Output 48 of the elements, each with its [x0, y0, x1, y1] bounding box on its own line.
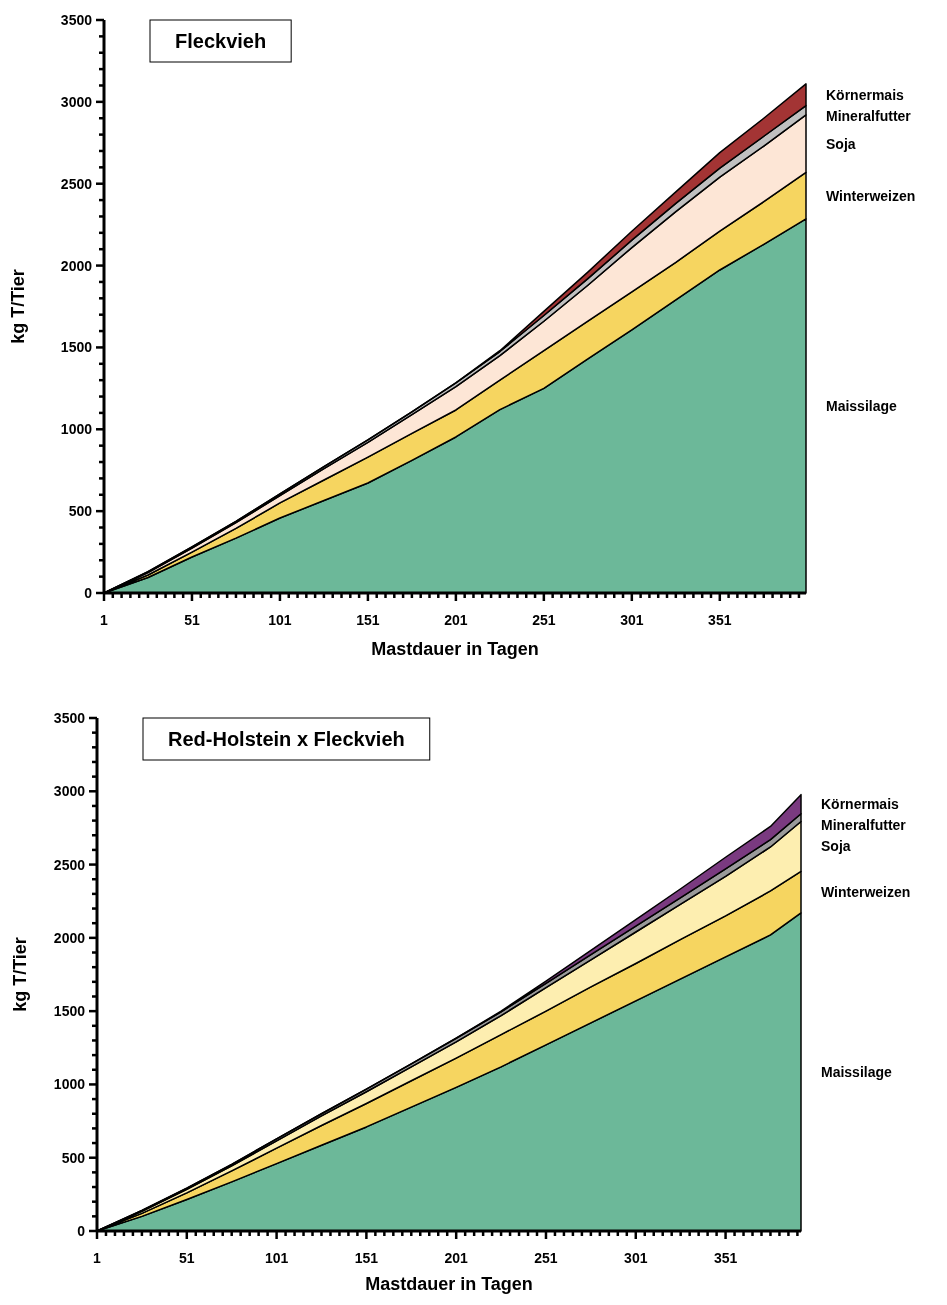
x-tick-label: 101 [268, 612, 292, 628]
x-tick-label: 251 [532, 612, 556, 628]
y-axis-title: kg T/Tier [8, 269, 28, 344]
y-tick-label: 500 [68, 503, 93, 520]
y-tick-label: 3000 [53, 783, 86, 800]
x-axis-title: Mastdauer in Tagen [371, 639, 539, 659]
series-label: Winterweizen [821, 884, 911, 901]
y-tick-label: 3500 [53, 710, 86, 726]
x-tick-label: 201 [444, 1250, 469, 1266]
x-tick-label: 151 [354, 1250, 379, 1266]
y-tick-label: 1500 [60, 339, 93, 356]
y-tick-label: 0 [77, 1223, 86, 1239]
x-axis-title: Mastdauer in Tagen [365, 1274, 533, 1294]
y-tick-label: 2000 [53, 929, 86, 946]
x-tick-label: 301 [624, 1250, 648, 1266]
x-tick-label: 1 [93, 1250, 102, 1266]
x-tick-label: 51 [184, 612, 200, 628]
series-label: Winterweizen [826, 187, 916, 204]
y-axis-title: kg T/Tier [10, 937, 30, 1012]
y-tick-label: 500 [61, 1149, 86, 1166]
y-tick-label: 1000 [53, 1076, 86, 1093]
x-tick-label: 301 [620, 612, 644, 628]
y-tick-label: 0 [84, 585, 93, 601]
x-tick-label: 151 [356, 612, 380, 628]
x-tick-label: 1 [100, 612, 109, 628]
series-label: Mineralfutter [821, 817, 907, 834]
series-label: Körnermais [826, 86, 905, 103]
x-tick-label: 351 [708, 612, 732, 628]
series-label: Soja [821, 838, 851, 855]
series-label: Maissilage [821, 1063, 893, 1080]
y-tick-label: 2000 [60, 257, 93, 274]
x-tick-label: 101 [264, 1250, 289, 1266]
series-label: Mineralfutter [826, 107, 912, 124]
y-tick-label: 2500 [53, 856, 86, 873]
x-tick-label: 351 [713, 1250, 738, 1266]
y-tick-label: 3500 [60, 12, 93, 28]
x-tick-label: 51 [179, 1250, 195, 1266]
y-tick-label: 3000 [60, 93, 93, 110]
text: Fleckvieh [175, 30, 267, 52]
x-tick-label: 201 [444, 612, 468, 628]
y-tick-label: 1000 [60, 421, 93, 438]
series-label: Soja [826, 135, 856, 152]
series-label: Körnermais [821, 796, 900, 813]
text: Red-Holstein x Fleckvieh [168, 728, 405, 750]
x-tick-label: 251 [534, 1250, 558, 1266]
y-tick-label: 1500 [53, 1003, 86, 1020]
y-tick-label: 2500 [60, 175, 93, 192]
series-label: Maissilage [826, 397, 898, 414]
